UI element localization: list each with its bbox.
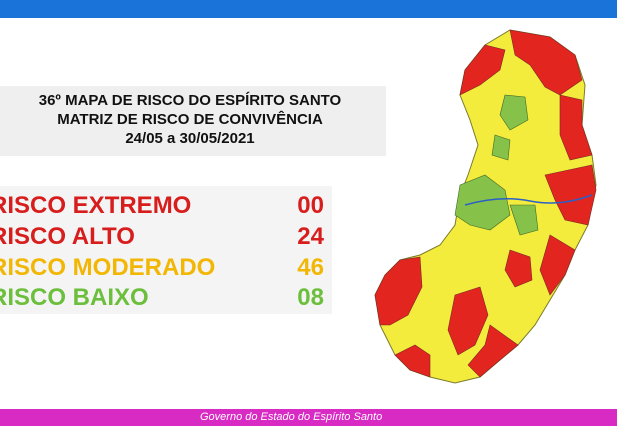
legend-label: RISCO MODERADO <box>0 254 216 281</box>
legend-row: RISCO BAIXO 08 <box>0 284 330 314</box>
region-high <box>467 324 519 378</box>
footer-bar: Governo do Estado do Espírito Santo <box>0 409 617 426</box>
region-high <box>504 249 533 288</box>
title-line: MATRIZ DE RISCO DE CONVIVÊNCIA <box>57 111 323 128</box>
legend-row: RISCO MODERADO 46 <box>0 254 330 284</box>
region-high <box>447 286 489 356</box>
region-high <box>459 44 506 96</box>
river <box>464 194 593 206</box>
title-line: 24/05 a 30/05/2021 <box>125 130 255 147</box>
legend-count: 00 <box>297 192 324 219</box>
region-high <box>394 344 431 378</box>
region-low <box>491 134 511 161</box>
region-low <box>509 204 539 236</box>
title-line: 36º MAPA DE RISCO DO ESPÍRITO SANTO <box>38 92 342 109</box>
state-map <box>374 29 597 384</box>
legend-count: 24 <box>297 223 324 250</box>
title-box: 36º MAPA DE RISCO DO ESPÍRITO SANTO MATR… <box>0 86 386 156</box>
legend-row: RISCO EXTREMO 00 <box>0 192 330 222</box>
legend-count: 08 <box>297 284 324 311</box>
legend-count: 46 <box>297 254 324 281</box>
top-bar <box>0 0 617 18</box>
region-high <box>539 234 576 296</box>
region-low <box>499 94 529 131</box>
region-low <box>454 174 511 231</box>
region-high <box>559 94 593 161</box>
region-high <box>374 256 423 326</box>
footer-text: Governo do Estado do Espírito Santo <box>200 411 383 423</box>
legend-box: RISCO EXTREMO 00 RISCO ALTO 24 RISCO MOD… <box>0 186 332 314</box>
legend-row: RISCO ALTO 24 <box>0 223 330 253</box>
legend-label: RISCO EXTREMO <box>0 192 192 219</box>
legend-label: RISCO ALTO <box>0 223 135 250</box>
legend-label: RISCO BAIXO <box>0 284 149 311</box>
region-high <box>544 164 597 226</box>
